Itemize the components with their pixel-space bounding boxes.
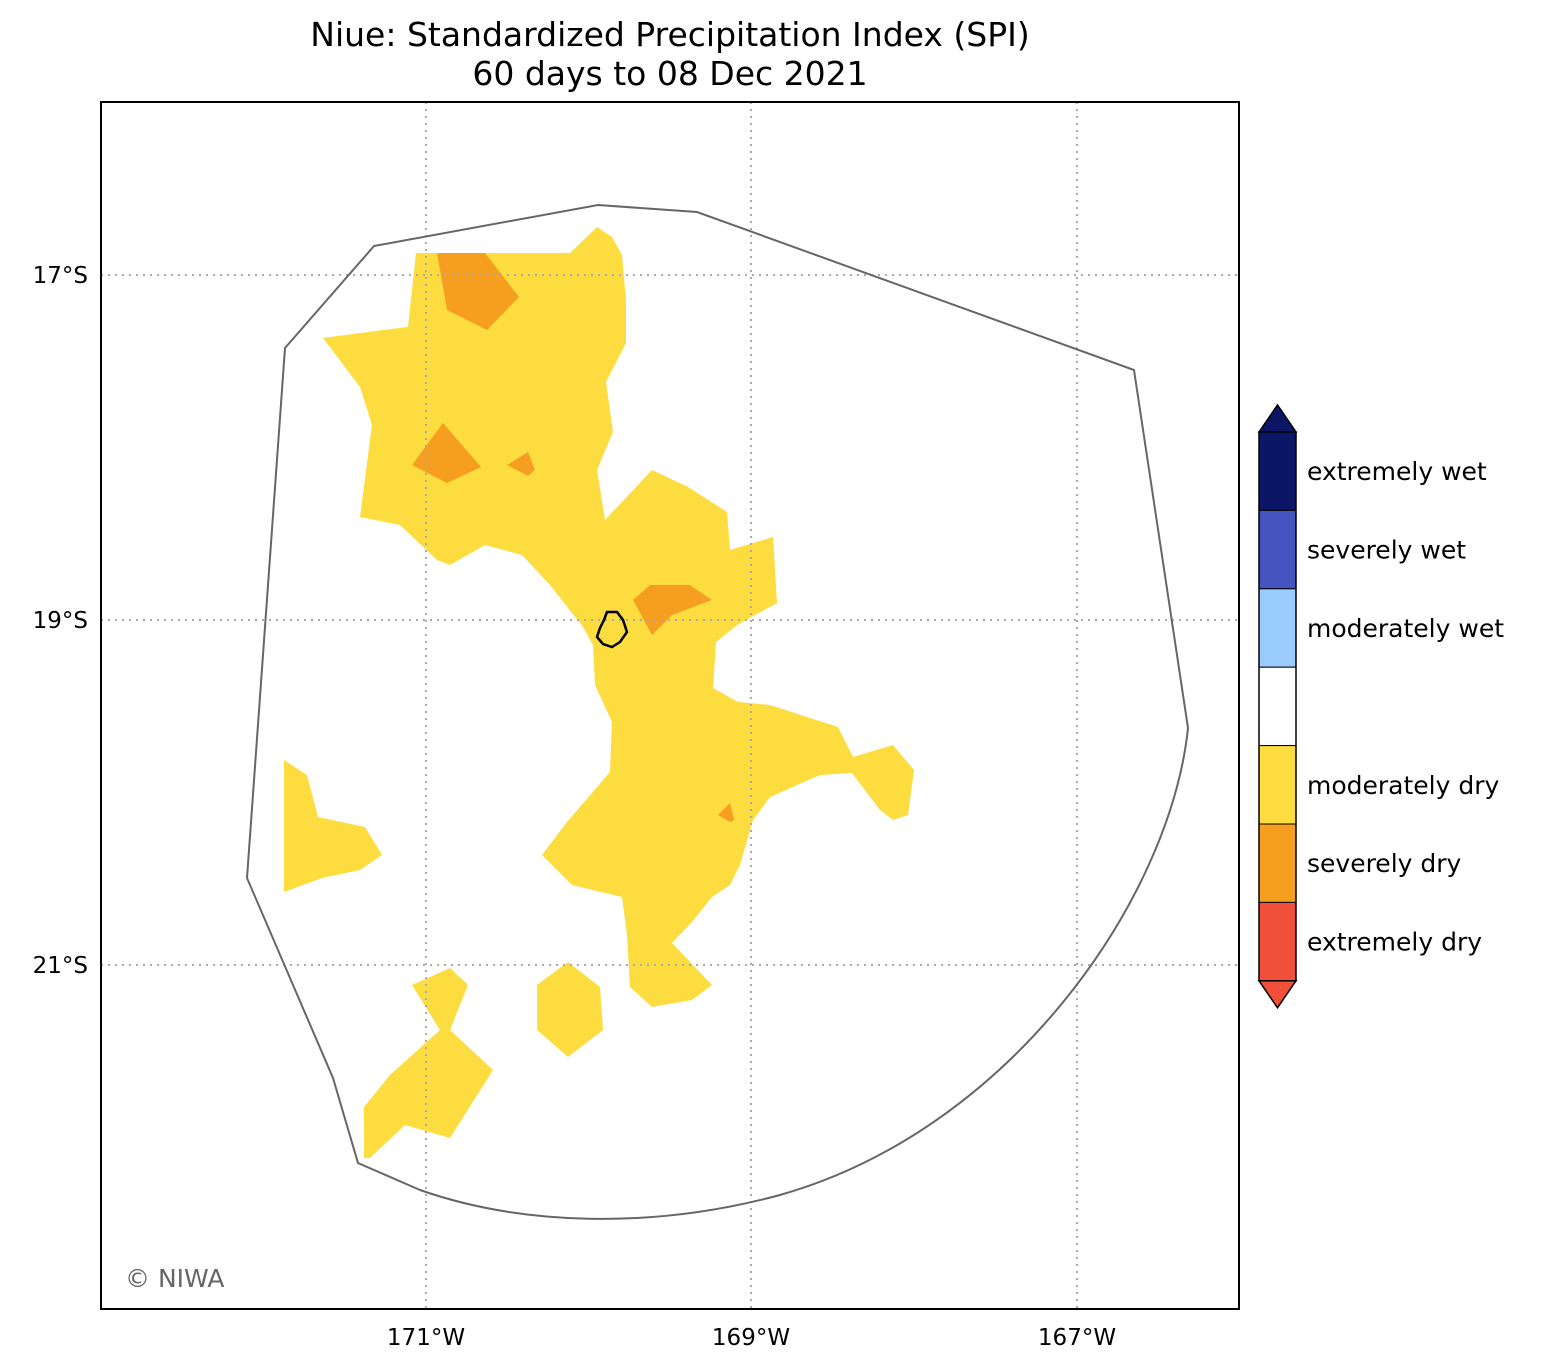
dry-region-south	[537, 962, 603, 1057]
severe-dry-near-niue	[633, 585, 712, 635]
colorbar-swatch-moderately-dry	[1258, 745, 1297, 825]
colorbar-frame	[1258, 431, 1297, 982]
severe-dry-south	[718, 803, 734, 822]
dry-region-southwest	[364, 968, 493, 1158]
lon-tick-167w: 167°W	[1038, 1325, 1116, 1351]
lat-tick-21s: 21°S	[33, 953, 88, 979]
map-title: Niue: Standardized Precipitation Index (…	[310, 15, 1030, 54]
colorbar-swatch-near-normal	[1258, 666, 1297, 747]
lat-tick-17s: 17°S	[33, 263, 88, 289]
dry-region-west	[284, 760, 382, 892]
colorbar-extend-bottom	[1257, 980, 1298, 1010]
severely-dry-areas	[412, 253, 734, 822]
colorbar-swatch-severely-dry	[1258, 823, 1297, 903]
credit-text: © NIWA	[125, 1264, 224, 1293]
severe-dry-west	[412, 423, 481, 483]
legend-label-extremely-dry: extremely dry	[1307, 928, 1482, 957]
lon-tick-171w: 171°W	[387, 1325, 465, 1351]
spi-colorbar: extremely wet severely wet moderately wet m…	[1257, 403, 1504, 1010]
severe-dry-north	[437, 253, 519, 330]
moderately-dry-areas	[284, 227, 914, 1158]
colorbar-swatch-moderately-wet	[1258, 588, 1297, 668]
lon-tick-169w: 169°W	[712, 1325, 790, 1351]
legend-label-moderately-dry: moderately dry	[1307, 771, 1500, 800]
legend-label-extremely-wet: extremely wet	[1307, 457, 1487, 486]
gridlines	[101, 102, 1239, 1309]
legend-label-severely-dry: severely dry	[1307, 849, 1462, 878]
legend-label-moderately-wet: moderately wet	[1307, 614, 1504, 643]
map-frame	[100, 101, 1240, 1310]
colorbar-swatch-extremely-dry	[1258, 901, 1297, 982]
map-subtitle: 60 days to 08 Dec 2021	[472, 54, 868, 93]
colorbar-extend-top	[1257, 403, 1298, 433]
colorbar-swatch-extremely-wet	[1258, 431, 1297, 511]
lat-tick-19s: 19°S	[33, 608, 88, 634]
legend-label-severely-wet: severely wet	[1307, 536, 1466, 565]
niue-island-outline	[595, 610, 629, 649]
dry-region-main	[323, 227, 914, 1007]
eez-boundary	[245, 203, 1190, 1220]
colorbar-swatch-severely-wet	[1258, 509, 1297, 590]
severe-dry-small	[507, 452, 535, 476]
